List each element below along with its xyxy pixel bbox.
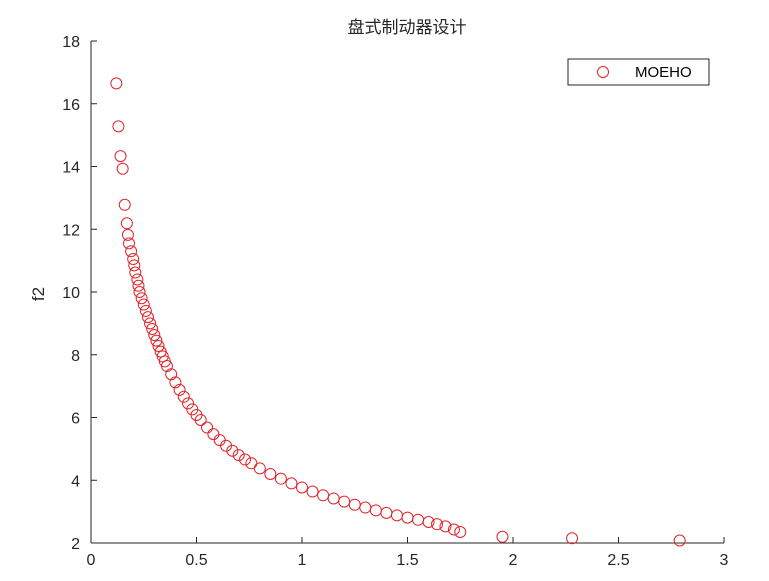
- data-point: [110, 77, 123, 90]
- data-point: [422, 515, 435, 528]
- data-point: [232, 449, 245, 462]
- data-points: [110, 77, 686, 547]
- data-point: [454, 526, 467, 539]
- data-point: [264, 467, 277, 480]
- data-point: [201, 421, 214, 434]
- data-point: [144, 317, 157, 330]
- data-point: [112, 120, 125, 133]
- data-point: [253, 462, 266, 475]
- x-tick-label: 0.5: [185, 552, 207, 569]
- data-point: [139, 304, 152, 317]
- data-point: [239, 453, 252, 466]
- y-tick-label: 12: [62, 222, 80, 239]
- data-point: [226, 444, 239, 457]
- legend-marker-icon: [597, 66, 609, 78]
- data-point: [317, 489, 330, 502]
- data-point: [359, 501, 372, 514]
- data-point: [412, 513, 425, 526]
- data-point: [118, 198, 131, 211]
- x-tick-label: 0: [87, 552, 96, 569]
- x-tick-label: 1.5: [396, 552, 418, 569]
- data-point: [173, 383, 186, 396]
- legend: MOEHO: [567, 58, 710, 86]
- data-point: [141, 311, 154, 324]
- y-tick-label: 18: [62, 34, 80, 51]
- data-point: [148, 328, 161, 341]
- data-point: [125, 245, 138, 258]
- data-point: [390, 509, 403, 522]
- data-point: [338, 495, 351, 508]
- data-point: [122, 237, 135, 250]
- data-point: [439, 520, 452, 533]
- data-point: [116, 162, 129, 175]
- legend-box: [567, 58, 710, 86]
- data-point: [128, 259, 141, 272]
- data-point: [380, 506, 393, 519]
- data-point: [496, 530, 509, 543]
- data-point: [285, 477, 298, 490]
- legend-label: MOEHO: [635, 64, 692, 81]
- data-point: [120, 217, 133, 230]
- data-point: [135, 292, 148, 305]
- data-point: [121, 228, 134, 241]
- data-point: [137, 298, 150, 311]
- data-point: [194, 414, 207, 427]
- data-point: [146, 323, 159, 336]
- y-tick-label: 2: [71, 536, 80, 553]
- data-point: [169, 376, 182, 389]
- data-point: [132, 279, 145, 292]
- data-point: [566, 532, 579, 545]
- x-tick-label: 3: [720, 552, 729, 569]
- y-axis-label: f2: [29, 287, 48, 301]
- data-point: [131, 273, 144, 286]
- data-point: [327, 492, 340, 505]
- data-point: [673, 534, 686, 547]
- x-tick-label: 2: [509, 552, 518, 569]
- data-point: [182, 397, 195, 410]
- data-point: [152, 339, 165, 352]
- data-point: [348, 498, 361, 511]
- data-point: [150, 334, 163, 347]
- data-point: [296, 481, 308, 494]
- data-point: [177, 390, 190, 403]
- data-point: [213, 434, 226, 447]
- x-tick-label: 1: [298, 552, 307, 569]
- x-tick-label: 2.5: [607, 552, 629, 569]
- data-point: [129, 266, 142, 279]
- data-point: [165, 368, 178, 381]
- data-point: [245, 457, 258, 470]
- data-point: [447, 523, 460, 536]
- y-tick-label: 14: [62, 160, 80, 177]
- data-point: [431, 518, 444, 531]
- data-point: [160, 360, 173, 373]
- data-point: [401, 511, 414, 524]
- y-tick-label: 10: [62, 285, 80, 302]
- y-tick-label: 16: [62, 97, 80, 114]
- chart-title: 盘式制动器设计: [348, 18, 467, 38]
- y-tick-label: 4: [71, 473, 80, 490]
- data-point: [369, 504, 382, 517]
- y-tick-label: 8: [71, 348, 80, 365]
- data-point: [274, 472, 287, 485]
- data-point: [114, 150, 127, 163]
- axes: 0 0.5 1 1.5 2 2.5 3 2 4 6 8 10 12 14 16 18: [62, 34, 728, 569]
- data-point: [207, 428, 220, 441]
- data-point: [127, 253, 140, 266]
- data-point: [306, 485, 319, 498]
- y-tick-label: 6: [71, 411, 80, 428]
- data-point: [133, 286, 146, 298]
